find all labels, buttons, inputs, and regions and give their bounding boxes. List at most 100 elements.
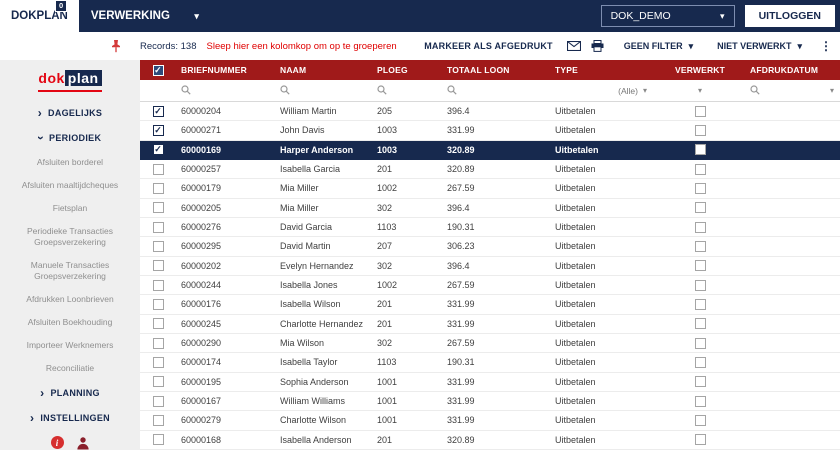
row-select-checkbox[interactable] xyxy=(152,221,164,233)
cell-totaal-loon: 306.23 xyxy=(447,241,475,252)
verwerkt-checkbox[interactable] xyxy=(694,337,706,349)
table-row[interactable]: 60000257 Isabella Garcia 201 320.89 Uitbetal… xyxy=(140,159,840,180)
row-select-checkbox[interactable] xyxy=(152,279,164,291)
sidebar-item-periodieke-transacties[interactable]: Periodieke Transacties Groepsverzekering xyxy=(27,225,113,247)
verwerkt-checkbox[interactable] xyxy=(694,240,706,252)
verwerkt-checkbox[interactable] xyxy=(694,163,706,175)
filter-briefnummer[interactable] xyxy=(176,82,275,100)
verwerkt-checkbox[interactable] xyxy=(694,298,706,310)
mark-printed-button[interactable]: MARKEER ALS AFGEDRUKT xyxy=(424,41,553,51)
column-header-type[interactable]: TYPE xyxy=(555,65,579,75)
row-select-checkbox[interactable] xyxy=(152,260,164,272)
verwerkt-checkbox[interactable] xyxy=(694,356,706,368)
table-row[interactable]: 60000245 Charlotte Hernandez 201 331.99 Uitb… xyxy=(140,314,840,334)
column-header-ploeg[interactable]: PLOEG xyxy=(377,65,408,75)
verwerkt-checkbox[interactable] xyxy=(694,105,706,117)
topbar: DOKPLAN 0 VERWERKING ▾ DOK_DEMO ▾ UITLOG… xyxy=(0,0,840,32)
verwerkt-checkbox[interactable] xyxy=(694,395,706,407)
table-row[interactable]: 60000169 Harper Anderson 1003 320.89 Uitbeta… xyxy=(140,140,840,160)
column-header-totaal-loon[interactable]: TOTAAL LOON xyxy=(447,65,510,75)
row-select-checkbox[interactable] xyxy=(152,105,164,117)
filter-totaal-loon[interactable] xyxy=(442,82,550,100)
table-row[interactable]: 60000179 Mia Miller 1002 267.59 Uitbetalen xyxy=(140,179,840,199)
verwerkt-checkbox[interactable] xyxy=(694,434,706,446)
row-select-checkbox[interactable] xyxy=(152,376,164,388)
column-header-verwerkt[interactable]: VERWERKT xyxy=(674,65,726,75)
sidebar-item-manuele-transacties[interactable]: Manuele Transacties Groepsverzekering xyxy=(30,259,110,282)
row-select-checkbox[interactable] xyxy=(152,298,164,310)
verwerkt-checkbox[interactable] xyxy=(694,182,706,194)
printer-icon[interactable] xyxy=(591,40,604,52)
table-row[interactable]: 60000167 William Williams 1001 331.99 Uitbet… xyxy=(140,391,840,412)
row-select-checkbox[interactable] xyxy=(152,240,164,252)
filter-type[interactable]: (Alle) ▾ xyxy=(550,86,655,96)
table-row[interactable]: 60000168 Isabella Anderson 201 320.89 Uitbet… xyxy=(140,430,840,450)
row-select-checkbox[interactable] xyxy=(152,356,164,368)
verwerkt-checkbox[interactable] xyxy=(694,202,706,214)
sidebar-item-afsluiten-borderel[interactable]: Afsluiten borderel xyxy=(36,156,104,167)
row-select-checkbox[interactable] xyxy=(152,318,164,330)
verwerkt-checkbox[interactable] xyxy=(694,414,706,426)
sidebar-item-importeer-werknemers[interactable]: Importeer Werknemers xyxy=(26,340,114,351)
table-row[interactable]: 60000279 Charlotte Wilson 1001 331.99 Uitbet… xyxy=(140,411,840,431)
verwerkt-checkbox[interactable] xyxy=(694,318,706,330)
sidebar-item-dagelijks[interactable]: › DAGELIJKS xyxy=(0,101,140,126)
table-row[interactable]: 60000176 Isabella Wilson 201 331.99 Uitbetal… xyxy=(140,295,840,315)
logout-button[interactable]: UITLOGGEN xyxy=(744,5,835,27)
kebab-menu-icon[interactable]: ⋮ xyxy=(820,39,832,53)
verwerkt-checkbox[interactable] xyxy=(694,144,706,156)
row-select-checkbox[interactable] xyxy=(152,414,164,426)
table-row[interactable]: 60000244 Isabella Jones 1002 267.59 Uitbetal… xyxy=(140,275,840,296)
verwerkt-checkbox[interactable] xyxy=(694,376,706,388)
filter-ploeg[interactable] xyxy=(372,82,442,100)
environment-dropdown[interactable]: DOK_DEMO ▾ xyxy=(600,5,735,27)
sidebar-item-afsluiten-maaltijdcheques[interactable]: Afsluiten maaltijdcheques xyxy=(21,179,119,190)
verwerkt-checkbox[interactable] xyxy=(694,124,706,136)
row-select-checkbox[interactable] xyxy=(152,202,164,214)
filter-dropdown[interactable]: GEEN FILTER ▾ xyxy=(624,41,693,51)
table-row[interactable]: 60000276 David Garcia 1103 190.31 Uitbetalen xyxy=(140,217,840,238)
processed-dropdown[interactable]: NIET VERWERKT ▾ xyxy=(717,41,802,51)
info-icon[interactable]: i xyxy=(50,436,64,450)
table-row[interactable]: 60000290 Mia Wilson 302 267.59 Uitbetalen xyxy=(140,333,840,354)
row-select-checkbox[interactable] xyxy=(152,337,164,349)
select-all-checkbox[interactable] xyxy=(152,64,164,76)
table-row[interactable]: 60000295 David Martin 207 306.23 Uitbetalen xyxy=(140,237,840,257)
row-select-cell xyxy=(140,318,176,330)
sidebar-item-periodiek[interactable]: › PERIODIEK xyxy=(0,126,140,151)
row-select-checkbox[interactable] xyxy=(152,395,164,407)
module-dropdown[interactable]: VERWERKING ▾ xyxy=(91,5,209,27)
filter-afdrukdatum[interactable]: ▾ xyxy=(745,82,840,100)
sidebar-item-afsluiten-boekhouding[interactable]: Afsluiten Boekhouding xyxy=(27,317,113,328)
verwerkt-checkbox[interactable] xyxy=(694,221,706,233)
row-select-checkbox[interactable] xyxy=(152,163,164,175)
column-header-afdrukdatum[interactable]: AFDRUKDATUM xyxy=(750,65,819,75)
sidebar-item-reconciliatie[interactable]: Reconciliatie xyxy=(45,363,95,374)
row-select-checkbox[interactable] xyxy=(152,124,164,136)
table-row[interactable]: 60000271 John Davis 1003 331.99 Uitbetalen xyxy=(140,121,840,141)
verwerkt-checkbox[interactable] xyxy=(694,260,706,272)
sidebar-item-fietsplan[interactable]: Fietsplan xyxy=(52,202,88,213)
filter-naam[interactable] xyxy=(275,82,372,100)
row-select-checkbox[interactable] xyxy=(152,434,164,446)
table-row[interactable]: 60000204 William Martin 205 396.4 Uitbetalen xyxy=(140,102,840,122)
verwerkt-checkbox[interactable] xyxy=(694,279,706,291)
table-row[interactable]: 60000174 Isabella Taylor 1103 190.31 Uitbeta… xyxy=(140,353,840,373)
table-row[interactable]: 60000202 Evelyn Hernandez 302 396.4 Uitbetal… xyxy=(140,256,840,276)
envelope-icon[interactable] xyxy=(566,41,581,51)
table-row[interactable]: 60000205 Mia Miller 302 396.4 Uitbetalen xyxy=(140,198,840,218)
column-header-briefnummer[interactable]: BRIEFNUMMER xyxy=(181,65,247,75)
filter-verwerkt[interactable]: ▾ xyxy=(655,87,745,95)
sidebar-item-instellingen[interactable]: › INSTELLINGEN xyxy=(0,405,140,430)
pin-icon[interactable] xyxy=(110,39,122,53)
table-row[interactable]: 60000195 Sophia Anderson 1001 331.99 Uitbeta… xyxy=(140,372,840,392)
row-select-checkbox[interactable] xyxy=(152,182,164,194)
app-logo[interactable]: dok plan xyxy=(38,70,102,92)
sidebar-item-afdrukken-loonbrieven[interactable]: Afdrukken Loonbrieven xyxy=(26,294,114,305)
sidebar-item-planning[interactable]: › PLANNING xyxy=(0,380,140,405)
cell-verwerkt xyxy=(655,298,745,310)
search-icon xyxy=(181,82,191,100)
user-icon[interactable] xyxy=(76,436,90,450)
column-header-naam[interactable]: NAAM xyxy=(280,65,307,75)
row-select-checkbox[interactable] xyxy=(152,144,164,156)
